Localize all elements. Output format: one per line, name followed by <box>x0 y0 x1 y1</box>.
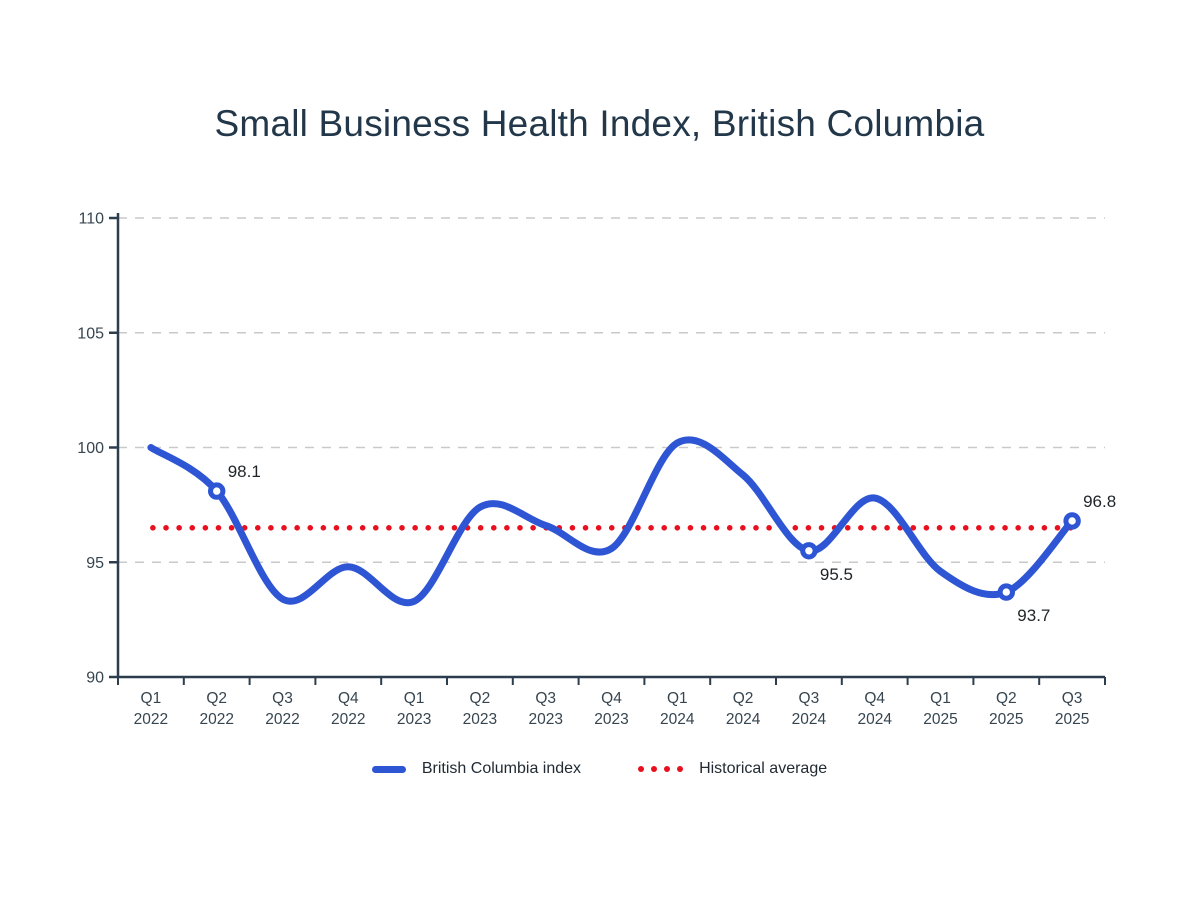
x-tick-label-quarter: Q2 <box>470 690 491 707</box>
x-tick-label-year: 2023 <box>528 711 562 728</box>
x-tick-label-quarter: Q4 <box>338 690 359 707</box>
data-point-label: 96.8 <box>1083 492 1116 511</box>
x-tick-label-quarter: Q2 <box>206 690 227 707</box>
legend-dot <box>638 766 645 772</box>
data-point-label: 93.7 <box>1017 606 1050 625</box>
x-tick-label-year: 2025 <box>1055 711 1089 728</box>
legend-item-bc-index: British Columbia index <box>371 760 582 778</box>
data-point-label: 98.1 <box>228 462 261 481</box>
x-tick-label-year: 2023 <box>594 711 628 728</box>
x-tick-label-quarter: Q3 <box>535 690 556 707</box>
x-tick-label-year: 2022 <box>199 711 233 728</box>
x-tick-label-quarter: Q3 <box>272 690 293 707</box>
data-point-marker <box>208 482 226 500</box>
x-tick-label-quarter: Q2 <box>996 690 1017 707</box>
legend-dot <box>677 766 684 772</box>
x-tick-label-year: 2022 <box>331 711 365 728</box>
x-tick-label-quarter: Q1 <box>404 690 425 707</box>
x-tick-label-year: 2023 <box>463 711 497 728</box>
data-point-marker <box>997 583 1015 601</box>
legend-dot <box>664 766 671 772</box>
x-tick-label-year: 2024 <box>857 711 892 728</box>
x-tick-label-year: 2024 <box>792 711 827 728</box>
x-tick-label-quarter: Q1 <box>930 690 951 707</box>
x-tick-label-year: 2022 <box>265 711 299 728</box>
data-point-marker <box>800 542 818 560</box>
x-tick-label-quarter: Q2 <box>733 690 754 707</box>
historical-average-legend-label: Historical average <box>699 760 828 777</box>
y-tick-label: 90 <box>86 670 104 687</box>
chart-legend: British Columbia index Historical averag… <box>0 754 1199 784</box>
y-tick-label: 100 <box>77 440 104 457</box>
legend-item-historical-average: Historical average <box>638 760 827 778</box>
data-point-marker <box>1063 512 1081 530</box>
data-point-label: 95.5 <box>820 565 853 584</box>
x-tick-label-year: 2025 <box>923 711 957 728</box>
x-tick-label-year: 2024 <box>660 711 695 728</box>
bc-index-line <box>147 436 1076 607</box>
x-tick-label-quarter: Q4 <box>601 690 622 707</box>
x-tick-label-year: 2025 <box>989 711 1023 728</box>
chart-title: Small Business Health Index, British Col… <box>214 103 985 144</box>
y-tick-label: 95 <box>86 555 104 572</box>
x-tick-label-quarter: Q1 <box>141 690 162 707</box>
historical-average-dots-swatch <box>638 766 684 772</box>
x-tick-label-year: 2024 <box>726 711 761 728</box>
x-tick-label-quarter: Q3 <box>799 690 820 707</box>
x-tick-label-quarter: Q1 <box>667 690 688 707</box>
y-tick-label: 105 <box>77 325 104 342</box>
x-tick-label-quarter: Q4 <box>864 690 885 707</box>
bc-index-line-swatch <box>371 765 406 773</box>
legend-dot <box>651 766 658 772</box>
bc-index-legend-label: British Columbia index <box>421 760 582 777</box>
x-tick-label-quarter: Q3 <box>1062 690 1083 707</box>
y-tick-label: 110 <box>78 211 104 228</box>
x-tick-label-year: 2023 <box>397 711 431 728</box>
x-tick-label-year: 2022 <box>134 711 168 728</box>
